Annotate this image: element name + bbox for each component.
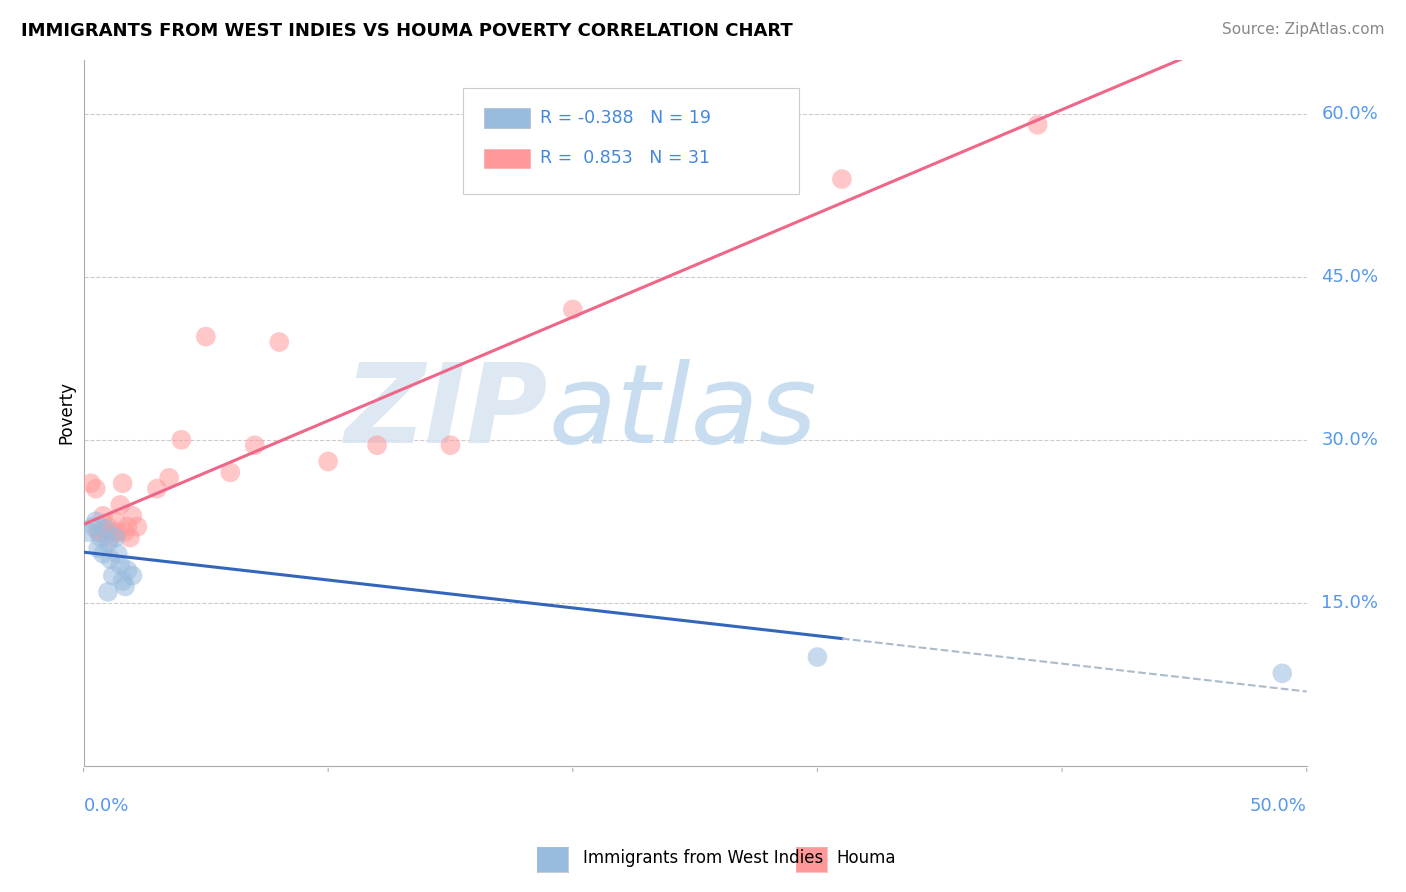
Point [104,531,127,545]
Point [269,334,291,349]
Point [117,563,139,577]
Text: ZIP: ZIP [344,359,548,467]
Point [87,525,110,540]
Point [94,522,117,536]
Point [561,302,583,317]
Point [114,579,136,593]
Text: 50.0%: 50.0% [1250,797,1306,815]
Point [100,552,122,566]
Point [91,547,114,561]
Point [80,476,103,491]
Point [100,531,122,545]
Point [97,585,120,599]
Point [104,514,127,528]
Point [439,438,461,452]
Point [84,482,107,496]
FancyBboxPatch shape [463,87,799,194]
Point [316,454,339,468]
Point [114,525,136,540]
Text: 15.0%: 15.0% [1322,594,1378,612]
Point [121,568,143,582]
Text: Houma: Houma [837,849,896,867]
Bar [484,108,530,128]
Point [194,329,217,343]
Text: Immigrants from West Indies: Immigrants from West Indies [583,849,824,867]
Point [84,514,107,528]
Text: R =  0.853   N = 31: R = 0.853 N = 31 [540,150,710,168]
Point [1026,118,1049,132]
Point [219,466,242,480]
Text: IMMIGRANTS FROM WEST INDIES VS HOUMA POVERTY CORRELATION CHART: IMMIGRANTS FROM WEST INDIES VS HOUMA POV… [21,22,793,40]
Point [101,568,124,582]
Point [157,471,180,485]
Point [118,531,141,545]
Point [82,519,104,533]
Point [243,438,266,452]
Point [117,519,139,533]
Point [111,476,134,491]
Point [366,438,388,452]
Text: atlas: atlas [548,359,817,467]
Point [90,525,112,540]
Point [91,508,114,523]
Text: 30.0%: 30.0% [1322,431,1378,449]
Point [127,519,149,533]
Bar [484,149,530,169]
Point [108,558,131,572]
Y-axis label: Poverty: Poverty [58,381,75,444]
Text: 0.0%: 0.0% [83,797,129,815]
Point [146,482,169,496]
Point [97,536,120,550]
Point [107,547,129,561]
Point [101,525,124,540]
Point [90,531,112,545]
Point [806,650,828,665]
Point [87,541,110,556]
Text: 60.0%: 60.0% [1322,105,1378,123]
Point [97,519,120,533]
Text: Source: ZipAtlas.com: Source: ZipAtlas.com [1222,22,1385,37]
Point [108,498,131,512]
Text: R = -0.388   N = 19: R = -0.388 N = 19 [540,109,711,128]
Point [77,525,100,540]
Point [121,508,143,523]
Point [111,574,134,588]
Point [107,525,129,540]
Point [94,525,117,540]
Point [1271,666,1294,681]
Text: 45.0%: 45.0% [1322,268,1378,285]
Point [831,172,853,186]
Point [170,433,193,447]
